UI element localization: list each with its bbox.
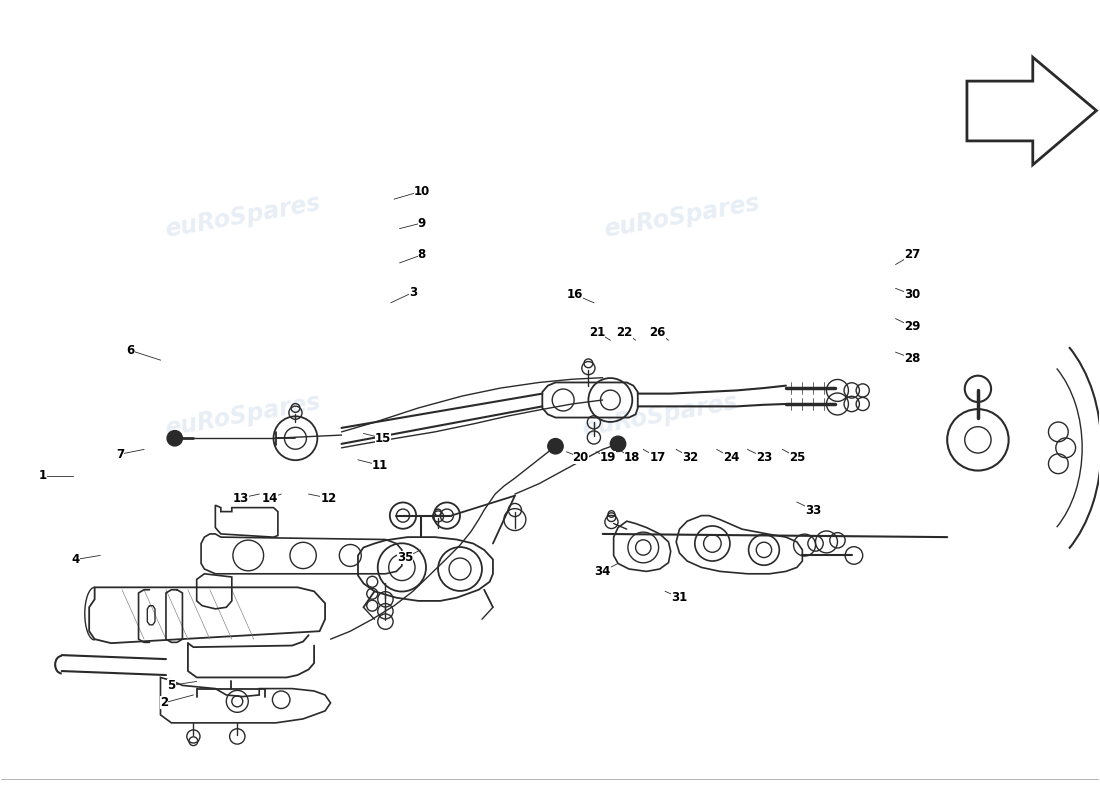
Text: 17: 17 [649, 451, 666, 464]
Text: 34: 34 [594, 565, 610, 578]
Circle shape [548, 438, 563, 454]
Text: 20: 20 [573, 451, 588, 464]
Text: 18: 18 [624, 451, 640, 464]
Circle shape [610, 436, 626, 451]
Text: 31: 31 [671, 591, 688, 604]
Text: 24: 24 [723, 451, 739, 464]
Text: 21: 21 [590, 326, 605, 338]
Text: 22: 22 [616, 326, 632, 338]
Text: 11: 11 [372, 459, 388, 472]
Text: 23: 23 [756, 451, 772, 464]
Text: 30: 30 [904, 288, 921, 302]
Text: 29: 29 [904, 320, 921, 333]
Text: 15: 15 [375, 432, 392, 445]
Text: 19: 19 [600, 451, 616, 464]
Text: euRoSpares: euRoSpares [163, 390, 322, 442]
Text: 32: 32 [682, 451, 698, 464]
Text: 10: 10 [414, 185, 430, 198]
Text: 28: 28 [904, 352, 921, 365]
Text: euRoSpares: euRoSpares [163, 191, 322, 242]
Text: 14: 14 [262, 491, 278, 505]
Text: 33: 33 [805, 503, 822, 517]
Text: 27: 27 [904, 249, 921, 262]
Text: euRoSpares: euRoSpares [602, 191, 761, 242]
Text: euRoSpares: euRoSpares [580, 390, 739, 442]
Text: 26: 26 [649, 326, 666, 338]
Text: 5: 5 [167, 679, 176, 692]
Text: 8: 8 [418, 249, 426, 262]
Text: 9: 9 [418, 217, 426, 230]
Text: 35: 35 [397, 551, 414, 564]
Text: 13: 13 [232, 491, 249, 505]
Text: 6: 6 [126, 344, 135, 357]
Text: 12: 12 [320, 491, 337, 505]
Text: 1: 1 [39, 470, 47, 482]
Circle shape [167, 430, 183, 446]
Text: 4: 4 [72, 553, 80, 566]
Text: 16: 16 [566, 288, 583, 302]
Text: 3: 3 [409, 286, 417, 299]
Text: 25: 25 [789, 451, 805, 464]
Text: 7: 7 [116, 448, 124, 461]
Text: 2: 2 [160, 697, 168, 710]
